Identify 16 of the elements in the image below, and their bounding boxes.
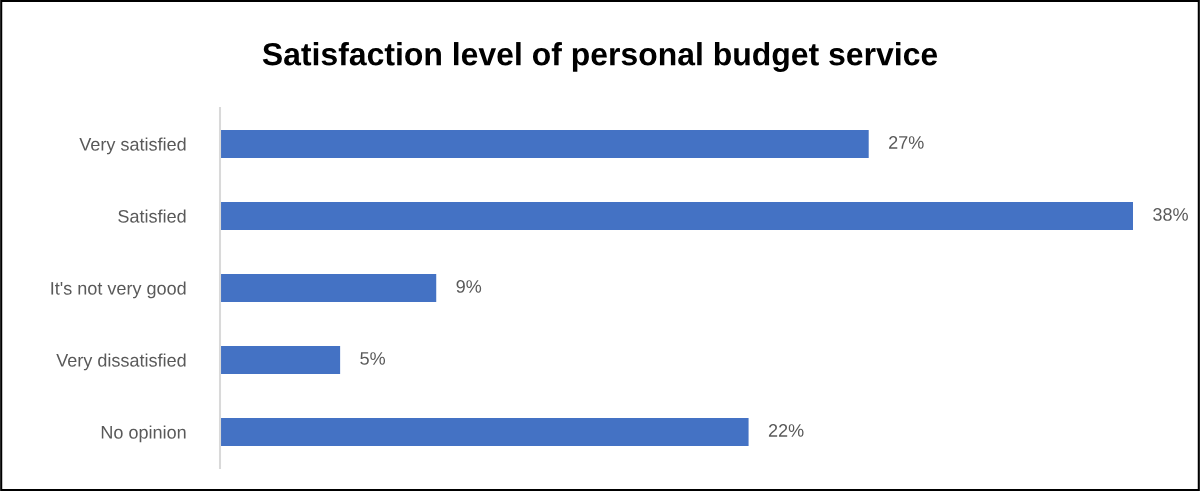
data-label: 5% bbox=[360, 352, 386, 365]
y-tick-label: It's not very good bbox=[51, 281, 186, 299]
data-label: 27% bbox=[889, 136, 924, 149]
y-tick-label: Satisfied bbox=[118, 209, 186, 223]
y-tick-label: Very satisfied bbox=[79, 137, 186, 155]
y-tick-label: Very dissatisfied bbox=[56, 353, 186, 371]
bar bbox=[220, 345, 341, 375]
bar bbox=[220, 129, 869, 159]
bar bbox=[220, 417, 749, 447]
data-label: 38% bbox=[1153, 208, 1188, 221]
chart-title: Satisfaction level of personal budget service bbox=[262, 42, 938, 72]
bar bbox=[220, 273, 437, 303]
y-tick-label: No opinion bbox=[101, 425, 186, 443]
bar bbox=[220, 201, 1133, 231]
data-label: 9% bbox=[456, 280, 482, 293]
data-label: 22% bbox=[768, 424, 804, 437]
